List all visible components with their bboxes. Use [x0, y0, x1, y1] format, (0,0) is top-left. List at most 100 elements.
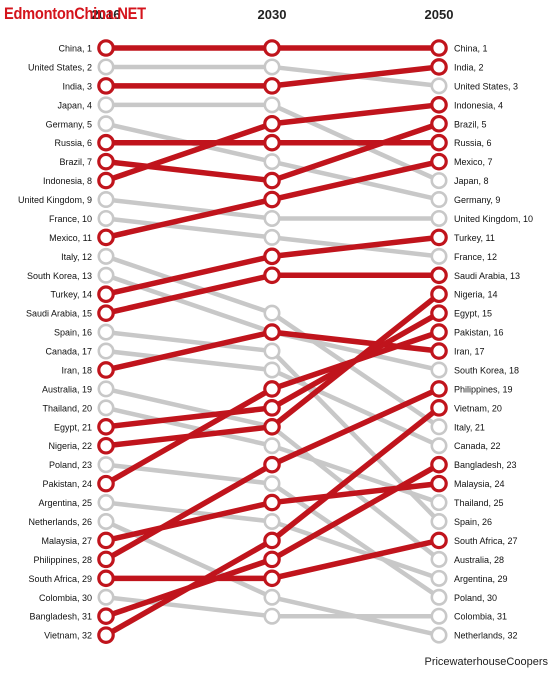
- node-thailand-2050: [430, 494, 448, 512]
- node-canada-2016: [97, 342, 115, 360]
- node-mexico-2050: [430, 152, 448, 171]
- node-south-korea-2050: [430, 361, 448, 379]
- node-saudi-arabia-2016: [97, 304, 115, 322]
- node-bangladesh-2030: [263, 550, 281, 569]
- left-rank-label: France, 10: [49, 214, 92, 224]
- node-south-africa-2016: [97, 569, 115, 588]
- node-saudi-arabia-2030: [263, 266, 281, 285]
- node-pakistan-2050: [430, 323, 448, 341]
- left-rank-label: Canada, 17: [45, 347, 92, 357]
- node-russia-2050: [430, 133, 448, 152]
- left-rank-label: Italy, 12: [61, 252, 92, 262]
- left-rank-label: Bangladesh, 31: [29, 612, 92, 622]
- node-united-states-2030: [263, 58, 281, 76]
- node-pakistan-2030: [263, 380, 281, 398]
- node-philippines-2050: [430, 380, 448, 398]
- right-rank-label: South Africa, 27: [454, 536, 518, 546]
- node-brazil-2050: [430, 114, 448, 133]
- right-rank-label: Vietnam, 20: [454, 403, 502, 413]
- node-egypt-2050: [430, 304, 448, 322]
- node-japan-2016: [97, 96, 115, 114]
- node-spain-2016: [97, 323, 115, 341]
- left-rank-label: Iran, 18: [61, 365, 92, 375]
- node-pakistan-2016: [97, 474, 115, 493]
- node-china-2030: [263, 39, 281, 57]
- node-colombia-2030: [263, 607, 281, 625]
- node-china-2016: [97, 39, 115, 57]
- node-united-kingdom-2050: [430, 209, 448, 227]
- node-italy-2050: [430, 418, 448, 436]
- node-poland-2050: [430, 588, 448, 606]
- right-rank-label: France, 12: [454, 252, 497, 262]
- node-egypt-2016: [97, 417, 115, 436]
- right-rank-label: Bangladesh, 23: [454, 460, 517, 470]
- left-rank-label: Malaysia, 27: [41, 536, 92, 546]
- node-spain-2050: [430, 512, 448, 530]
- node-bangladesh-2050: [430, 455, 448, 474]
- node-india-2050: [430, 58, 448, 76]
- node-iran-2050: [430, 342, 448, 360]
- node-italy-2030: [263, 304, 281, 322]
- node-nigeria-2016: [97, 436, 115, 455]
- node-brazil-2030: [263, 171, 281, 190]
- node-malaysia-2050: [430, 474, 448, 493]
- column-header-2030: 2030: [258, 7, 287, 22]
- node-canada-2030: [263, 361, 281, 379]
- node-colombia-2050: [430, 607, 448, 625]
- node-vietnam-2016: [97, 626, 115, 644]
- node-argentina-2016: [97, 494, 115, 512]
- node-india-2016: [97, 77, 115, 95]
- node-philippines-2030: [263, 455, 281, 474]
- node-indonesia-2050: [430, 96, 448, 114]
- right-rank-label: Saudi Arabia, 13: [454, 271, 520, 281]
- node-poland-2030: [263, 475, 281, 493]
- left-rank-label: Japan, 4: [57, 100, 92, 110]
- left-rank-label: United Kingdom, 9: [18, 195, 92, 205]
- node-egypt-2030: [263, 399, 281, 417]
- node-netherlands-2030: [263, 588, 281, 606]
- column-header-2016: 2016: [92, 7, 121, 22]
- right-rank-label: United States, 3: [454, 81, 518, 91]
- node-turkey-2030: [263, 247, 281, 266]
- node-turkey-2016: [97, 285, 115, 304]
- left-rank-label: South Africa, 29: [28, 574, 92, 584]
- left-rank-label: India, 3: [62, 81, 92, 91]
- right-rank-label: Australia, 28: [454, 555, 504, 565]
- node-australia-2016: [97, 380, 115, 398]
- node-mexico-2016: [97, 228, 115, 247]
- left-rank-label: Thailand, 20: [42, 403, 92, 413]
- right-rank-label: Brazil, 5: [454, 119, 487, 129]
- node-india-2030: [263, 77, 281, 95]
- right-rank-label: India, 2: [454, 62, 484, 72]
- column-header-2050: 2050: [425, 7, 454, 22]
- right-rank-label: Iran, 17: [454, 347, 485, 357]
- left-rank-label: Netherlands, 26: [28, 517, 92, 527]
- right-rank-label: Italy, 21: [454, 422, 485, 432]
- node-turkey-2050: [430, 228, 448, 247]
- right-rank-label: Netherlands, 32: [454, 631, 518, 641]
- right-rank-label: Poland, 30: [454, 593, 497, 603]
- left-rank-label: China, 1: [58, 44, 92, 54]
- left-rank-label: Vietnam, 32: [44, 631, 92, 641]
- node-thailand-2016: [97, 399, 115, 417]
- column-headers: 2016 2030 2050: [92, 7, 454, 22]
- node-united-kingdom-2030: [263, 209, 281, 227]
- left-rank-label: Germany, 5: [46, 119, 92, 129]
- watermark-logo: EdmontonChina.NET: [4, 4, 146, 23]
- node-south-korea-2016: [97, 266, 115, 284]
- node-argentina-2030: [263, 512, 281, 530]
- series-line-turkey: [103, 234, 442, 297]
- muted-nodes-layer: [97, 58, 448, 644]
- node-france-2030: [263, 228, 281, 246]
- node-south-africa-2050: [430, 531, 448, 550]
- node-germany-2050: [430, 191, 448, 209]
- left-rank-label: South Korea, 13: [27, 271, 92, 281]
- right-rank-label: Philippines, 19: [454, 384, 513, 394]
- left-rank-label: Indonesia, 8: [43, 176, 92, 186]
- labels-layer: China, 1 United States, 2 India, 3 Japan, 4…: [18, 44, 533, 641]
- left-rank-label: United States, 2: [28, 62, 92, 72]
- right-rank-label: Turkey, 11: [454, 233, 495, 243]
- node-mexico-2030: [263, 190, 281, 209]
- node-iran-2030: [263, 323, 281, 341]
- node-south-africa-2030: [263, 569, 281, 588]
